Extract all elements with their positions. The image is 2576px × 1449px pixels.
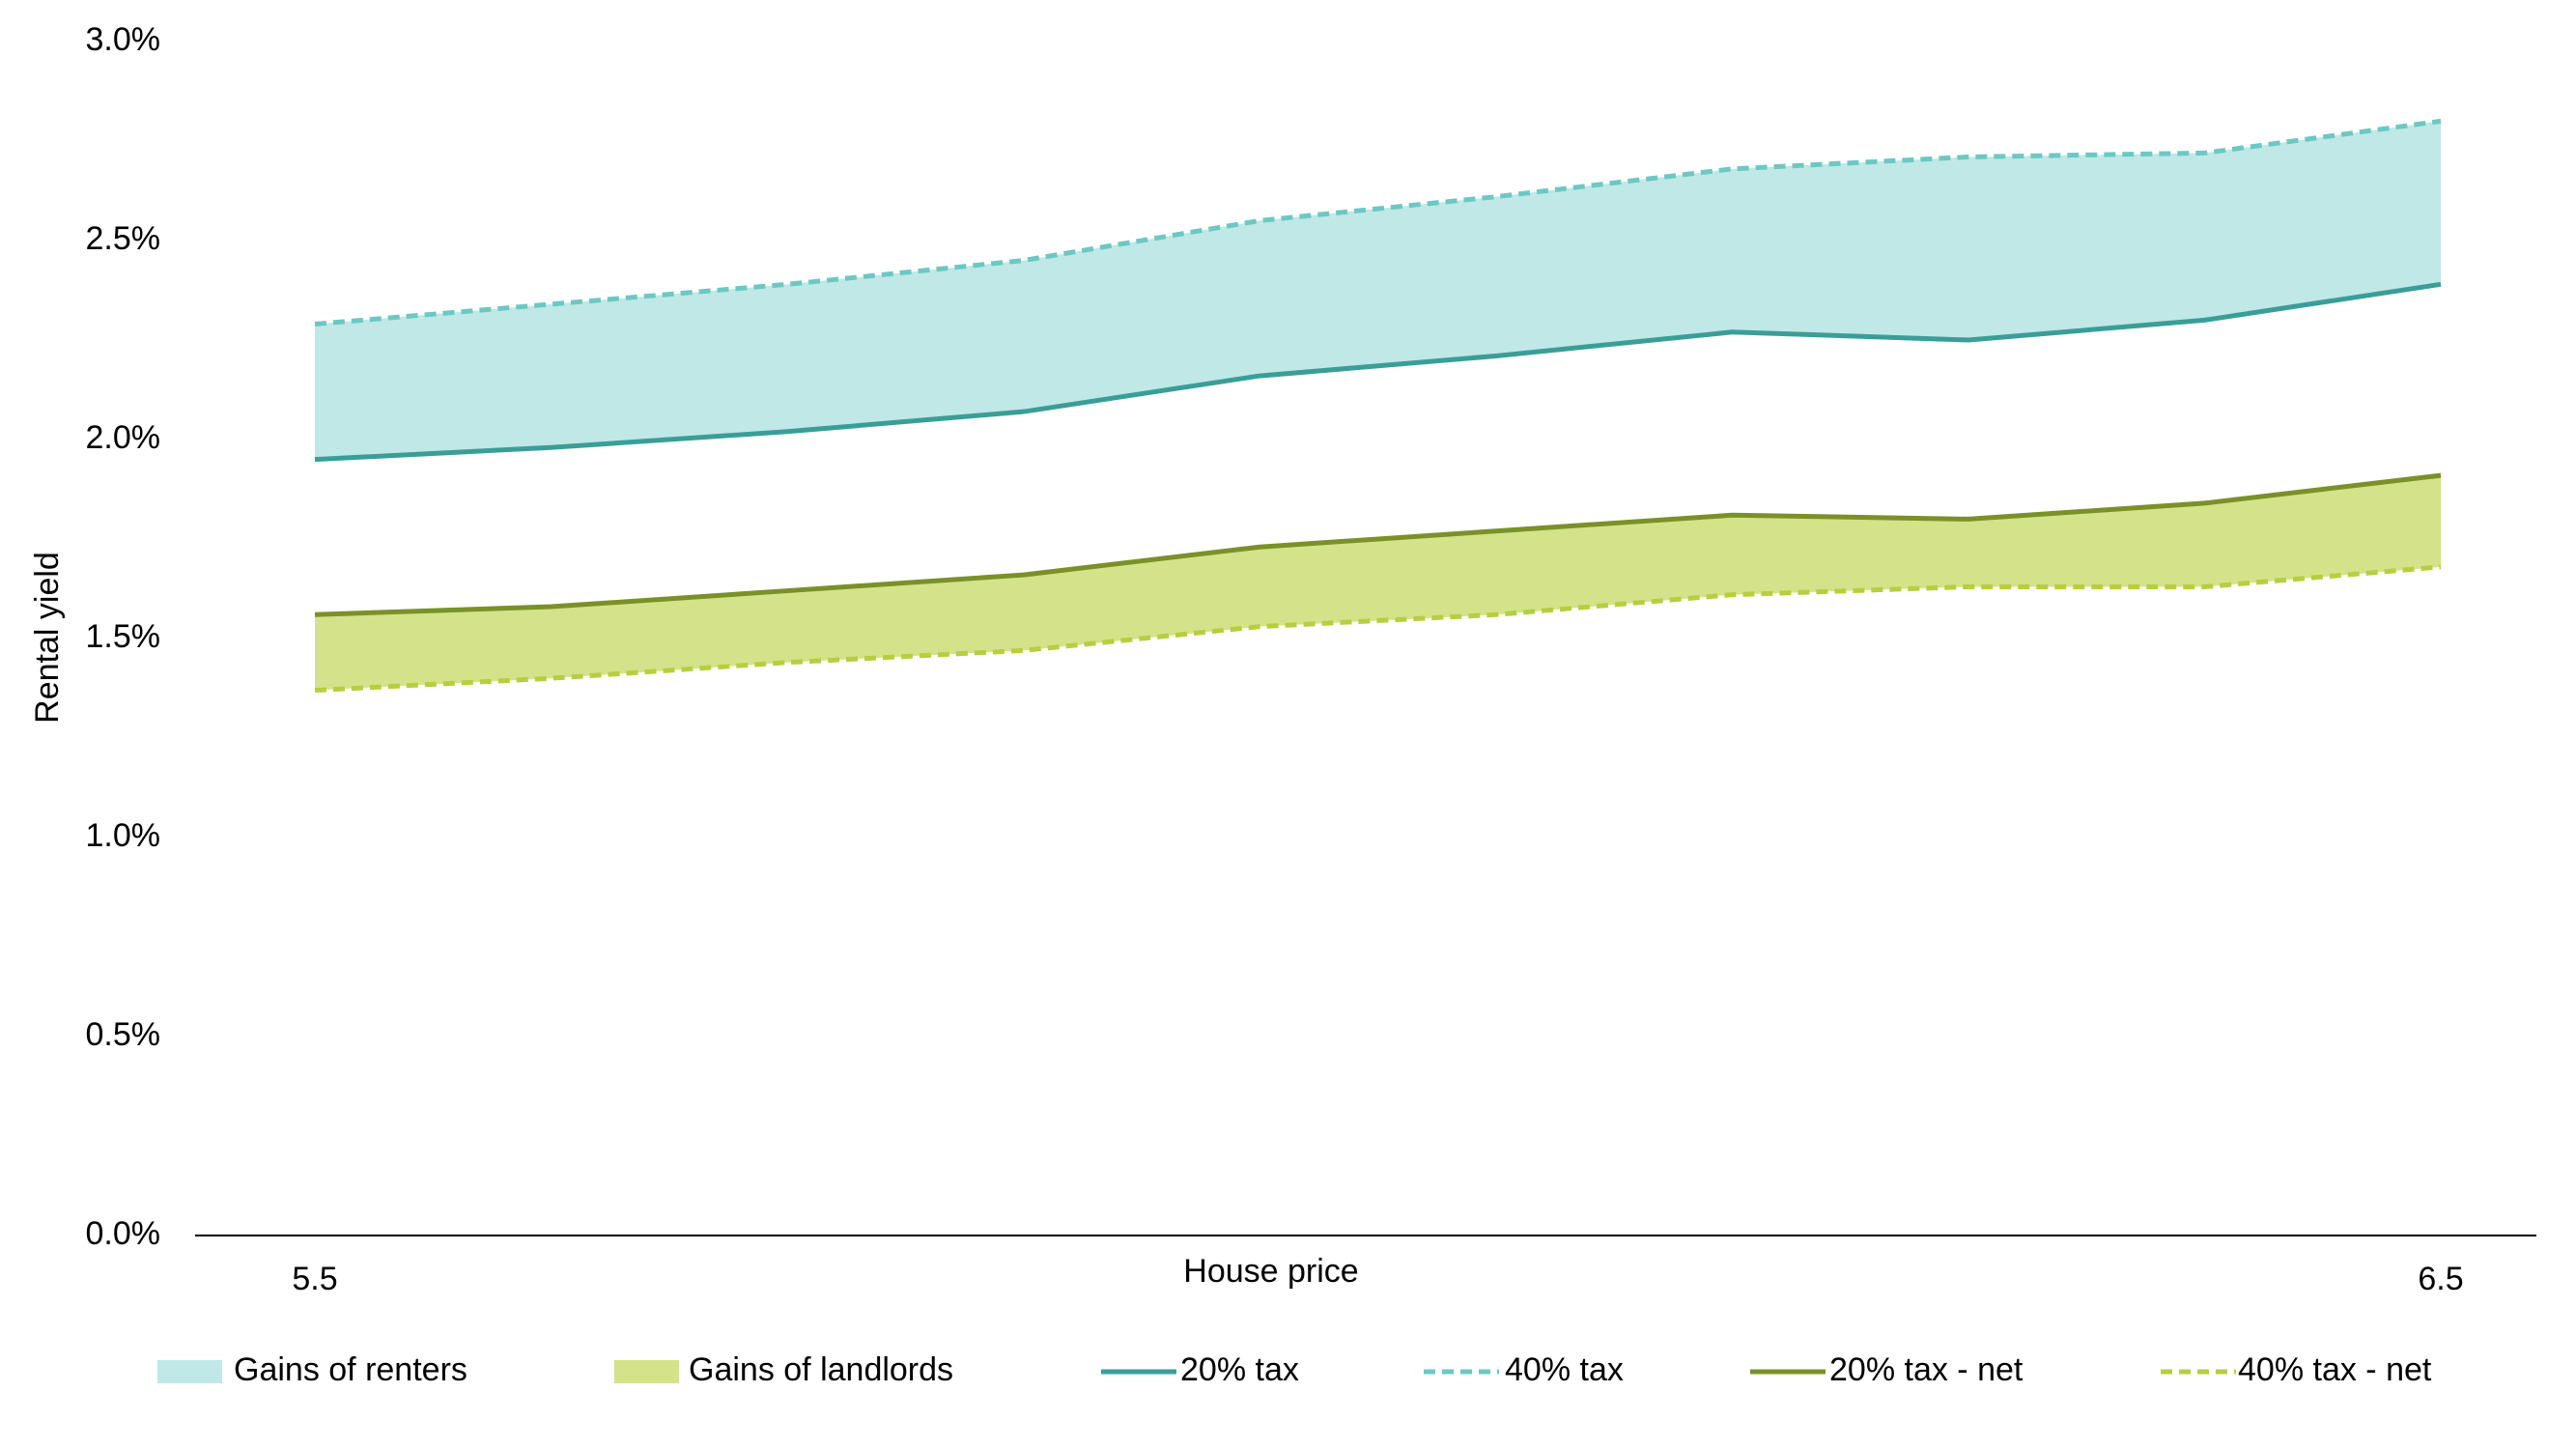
legend-swatch (614, 1360, 679, 1383)
legend-label: 40% tax (1505, 1351, 1624, 1388)
legend-swatch (157, 1360, 222, 1383)
y-tick-label: 0.0% (86, 1215, 161, 1252)
y-tick-label: 2.5% (86, 220, 161, 257)
y-tick-label: 1.5% (86, 618, 161, 655)
x-axis-title: House price (1183, 1253, 1358, 1290)
x-tick-label: 5.5 (292, 1261, 337, 1297)
area (315, 121, 2441, 460)
legend-label: Gains of landlords (689, 1351, 953, 1388)
series-line (314, 281, 2442, 463)
legend-label: Gains of renters (234, 1351, 467, 1388)
x-tick-label: 6.5 (2418, 1261, 2463, 1297)
series-line (314, 472, 2442, 617)
y-tick-label: 1.0% (86, 817, 161, 854)
legend-label: 40% tax - net (2238, 1351, 2432, 1388)
y-axis-title: Rental yield (29, 552, 66, 724)
series-line (314, 564, 2442, 694)
series-line (314, 118, 2442, 327)
y-tick-label: 3.0% (86, 21, 161, 58)
area (315, 475, 2441, 691)
y-tick-label: 2.0% (86, 419, 161, 456)
legend-label: 20% tax (1180, 1351, 1299, 1388)
y-tick-label: 0.5% (86, 1016, 161, 1053)
legend-label: 20% tax - net (1829, 1351, 2024, 1388)
